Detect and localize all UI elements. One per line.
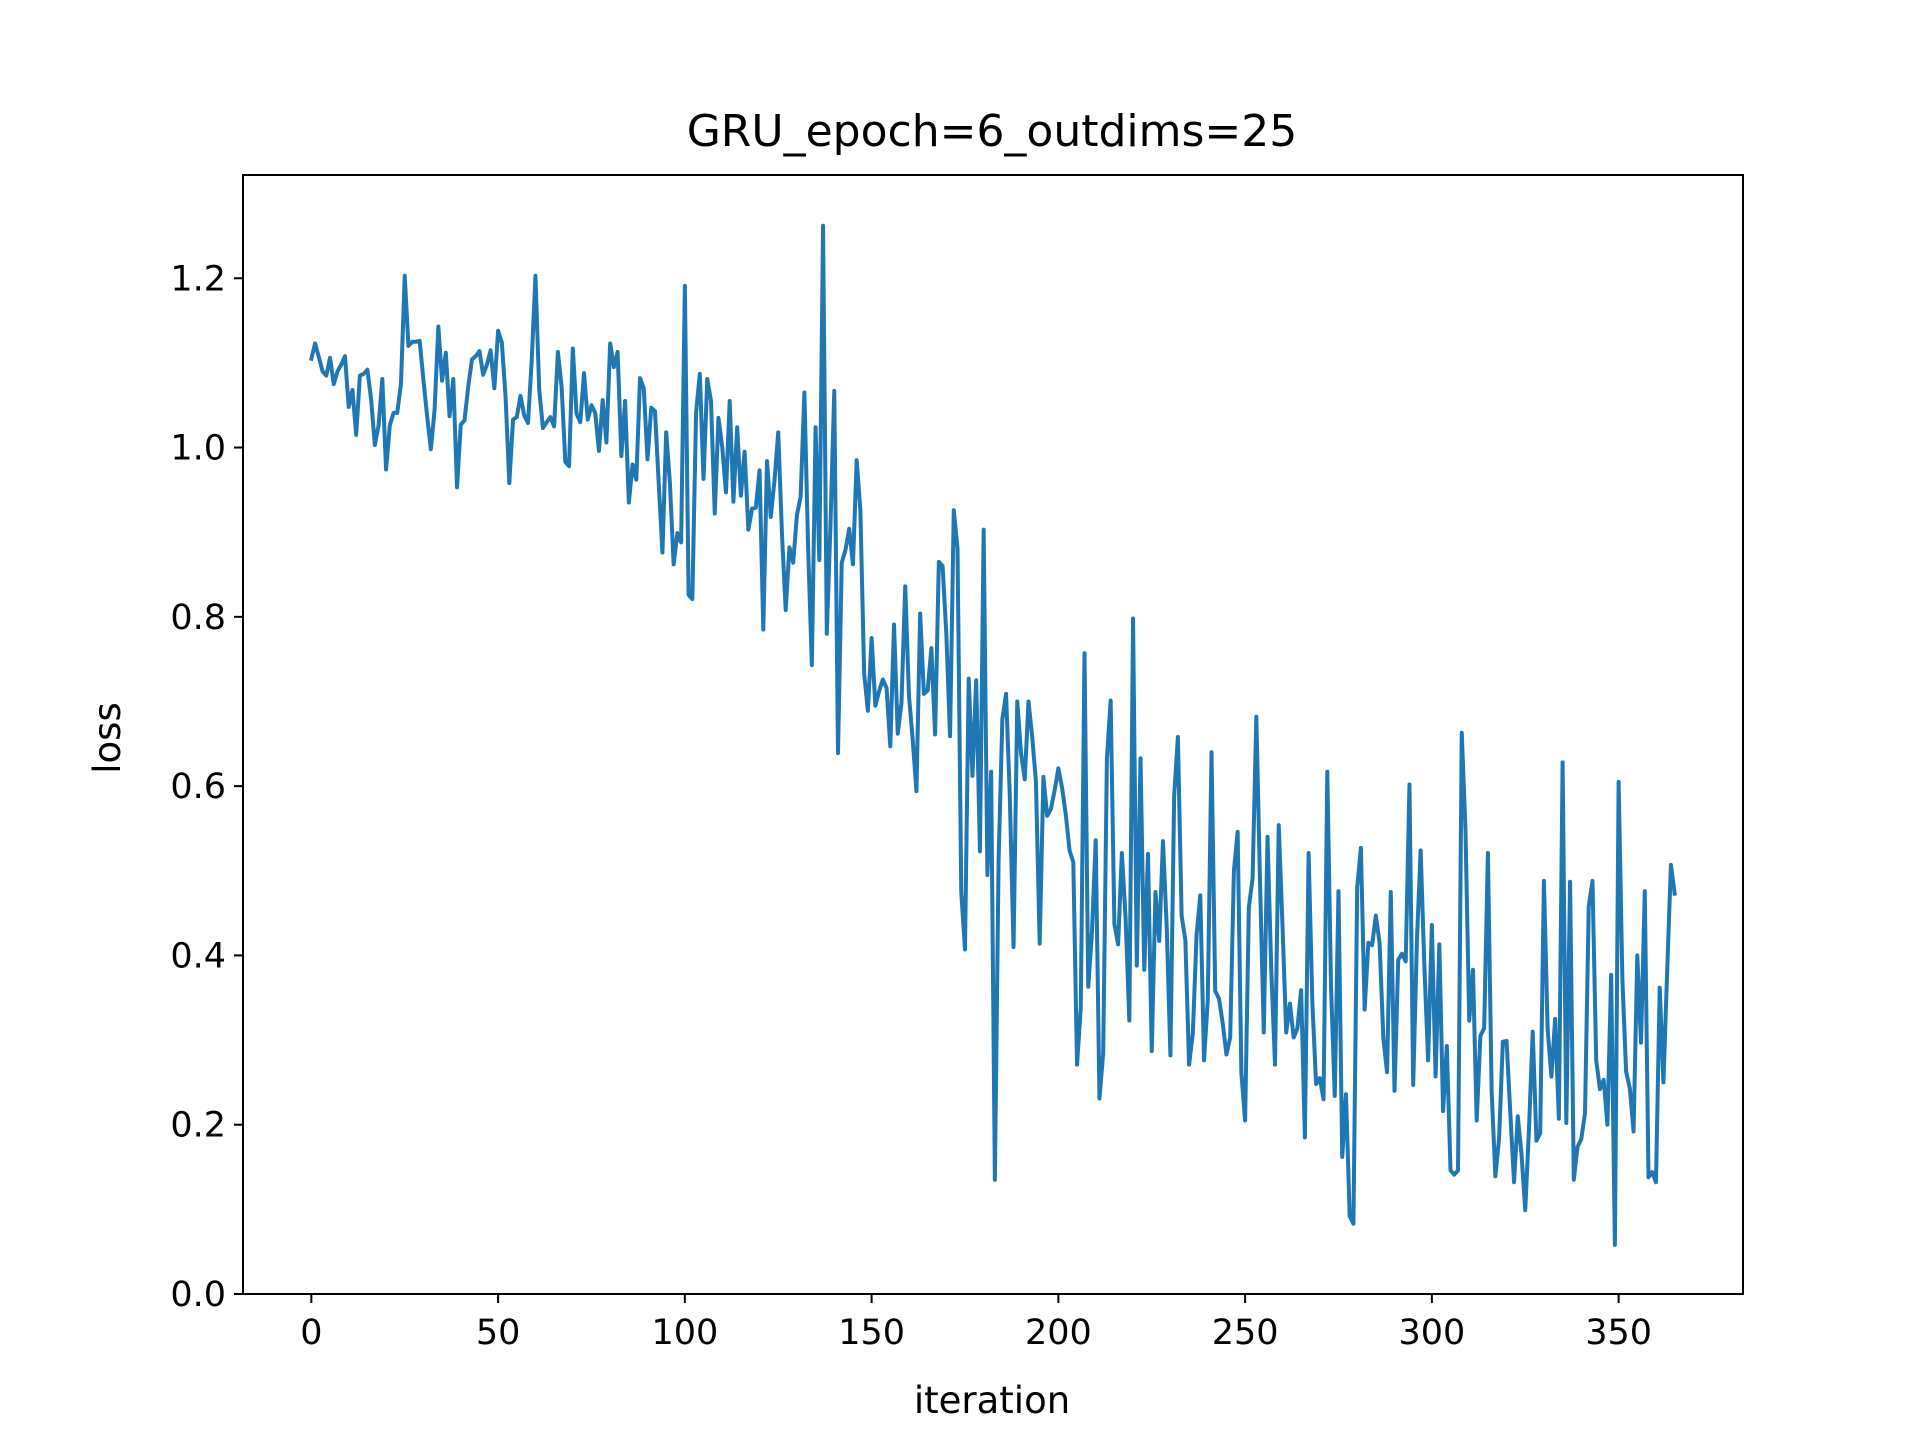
loss-series-line (308, 223, 1677, 1247)
y-tick-label: 0.8 (170, 598, 226, 638)
x-tick-label: 350 (1585, 1313, 1652, 1353)
y-tick-label: 0.6 (170, 767, 226, 807)
y-tick-label: 1.0 (170, 429, 226, 469)
y-tick-label: 0.0 (170, 1275, 226, 1315)
y-axis: 0.0 0.2 0.4 0.6 0.8 1.0 1.2 (170, 259, 243, 1315)
y-axis-label: loss (86, 702, 129, 773)
x-tick-label: 100 (651, 1313, 718, 1353)
y-tick-label: 0.2 (170, 1106, 226, 1146)
plot-area (308, 223, 1677, 1247)
y-tick-label: 1.2 (170, 259, 226, 299)
x-tick-label: 150 (838, 1313, 905, 1353)
x-tick-label: 250 (1212, 1313, 1279, 1353)
x-tick-label: 50 (476, 1313, 521, 1353)
chart-title: GRU_epoch=6_outdims=25 (687, 106, 1298, 157)
x-axis-label: iteration (914, 1379, 1070, 1422)
x-axis: 0 50 100 150 200 250 300 350 (300, 1294, 1652, 1353)
y-tick-label: 0.4 (170, 936, 226, 976)
x-tick-label: 300 (1398, 1313, 1465, 1353)
plot-frame (242, 174, 1744, 1295)
x-tick-label: 0 (300, 1313, 322, 1353)
x-tick-label: 200 (1025, 1313, 1092, 1353)
